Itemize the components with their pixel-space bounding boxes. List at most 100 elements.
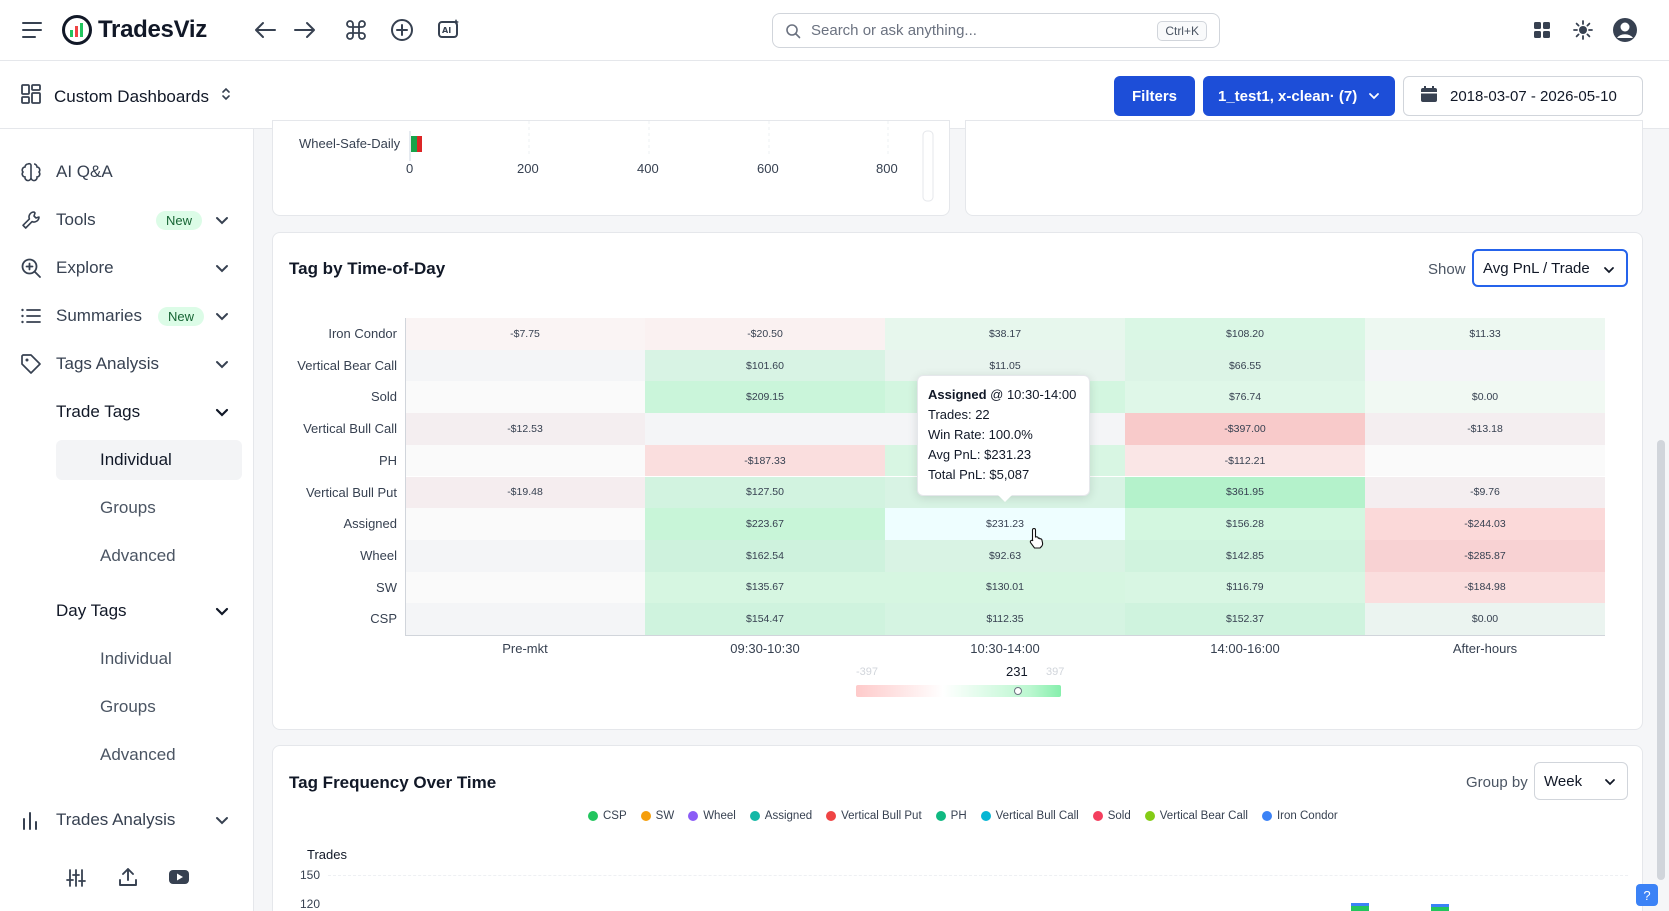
menu-icon[interactable]: [18, 16, 46, 44]
legend-item[interactable]: Iron Condor: [1261, 810, 1338, 822]
heatmap-cell[interactable]: $154.47: [645, 603, 885, 635]
bar-chart-icon: [20, 809, 42, 831]
sidebar-item-trade-tags-individual[interactable]: Individual: [0, 440, 254, 480]
user-avatar-icon[interactable]: [1611, 16, 1639, 44]
heatmap-cell[interactable]: $0.00: [1365, 381, 1605, 414]
account-selector-button[interactable]: 1_test1, x-clean· (7): [1203, 76, 1395, 116]
heatmap-cell[interactable]: $209.15: [645, 381, 885, 414]
legend-item[interactable]: CSP: [588, 810, 627, 822]
heatmap-cell[interactable]: $130.01: [885, 571, 1125, 604]
sidebar-item-tags-analysis[interactable]: Tags Analysis: [0, 344, 254, 384]
logo[interactable]: TradesViz: [62, 13, 207, 47]
ai-chat-icon[interactable]: AI: [435, 16, 463, 44]
heatmap-cell[interactable]: -$187.33: [645, 444, 885, 477]
sidebar-item-summaries[interactable]: Summaries New: [0, 296, 254, 336]
sidebar-item-trade-tags-groups[interactable]: Groups: [0, 488, 254, 528]
heatmap-cell[interactable]: $135.67: [645, 571, 885, 604]
sidebar-item-explore[interactable]: Explore: [0, 248, 254, 288]
heatmap-cell[interactable]: -$20.50: [645, 318, 885, 350]
heatmap-cell[interactable]: -$397.00: [1125, 413, 1365, 445]
heatmap-cell[interactable]: [405, 445, 645, 477]
heatmap-cell[interactable]: -$9.76: [1365, 476, 1605, 509]
heatmap-cell[interactable]: $11.33: [1365, 318, 1605, 350]
sidebar-item-trades-analysis[interactable]: Trades Analysis: [0, 800, 254, 840]
chevron-down-icon[interactable]: [214, 212, 230, 228]
heatmap-cell[interactable]: -$13.18: [1365, 413, 1605, 445]
chevron-down-icon[interactable]: [214, 260, 230, 276]
legend-item[interactable]: Vertical Bull Call: [980, 810, 1079, 822]
upload-icon[interactable]: [117, 866, 139, 893]
search-input[interactable]: Search or ask anything... Ctrl+K: [772, 13, 1220, 48]
sidebar-item-ai-qa[interactable]: AI Q&A: [0, 152, 254, 192]
sidebar-item-day-tags-advanced[interactable]: Advanced: [0, 735, 254, 775]
sidebar-item-day-tags-individual[interactable]: Individual: [0, 639, 254, 679]
heatmap-cell[interactable]: $76.74: [1125, 381, 1365, 414]
heatmap-cell[interactable]: [1365, 445, 1605, 477]
heatmap-cell[interactable]: $0.00: [1365, 603, 1605, 635]
legend-item[interactable]: PH: [935, 810, 967, 822]
heatmap-cell[interactable]: $223.67: [645, 508, 885, 540]
chevron-down-icon[interactable]: [214, 812, 230, 828]
heatmap-cell[interactable]: [405, 603, 645, 635]
heatmap-cell[interactable]: $142.85: [1125, 539, 1365, 572]
filters-button[interactable]: Filters: [1114, 76, 1195, 116]
add-circle-icon[interactable]: [388, 16, 416, 44]
date-range-picker[interactable]: 2018-03-07 - 2026-05-10: [1403, 76, 1643, 116]
heatmap-cell[interactable]: [405, 572, 645, 604]
back-arrow-icon[interactable]: [251, 16, 279, 44]
heatmap-cell[interactable]: $116.79: [1125, 571, 1365, 604]
help-button[interactable]: ?: [1636, 884, 1658, 906]
sidebar-item-trade-tags[interactable]: Trade Tags: [0, 392, 254, 432]
legend-item[interactable]: Assigned: [749, 810, 812, 822]
heatmap-cell[interactable]: $231.23: [885, 508, 1125, 540]
heatmap-cell[interactable]: $361.95: [1125, 476, 1365, 509]
heatmap-cell[interactable]: $127.50: [645, 476, 885, 509]
legend-item[interactable]: Wheel: [688, 810, 736, 822]
heatmap-cell[interactable]: [405, 350, 645, 382]
heatmap-cell[interactable]: [405, 540, 645, 572]
heatmap-cell[interactable]: -$7.75: [405, 318, 645, 350]
sidebar-item-day-tags[interactable]: Day Tags: [0, 591, 254, 631]
heatmap-cell[interactable]: $38.17: [885, 318, 1125, 350]
chart-scrollbar[interactable]: [922, 130, 934, 202]
page-scrollbar[interactable]: [1657, 440, 1665, 880]
chevron-down-icon[interactable]: [214, 356, 230, 372]
heatmap-cell[interactable]: -$244.03: [1365, 508, 1605, 540]
chevron-down-icon[interactable]: [214, 308, 230, 324]
heatmap-cell[interactable]: $152.37: [1125, 603, 1365, 635]
heatmap-cell[interactable]: -$285.87: [1365, 539, 1605, 572]
heatmap-cell[interactable]: [405, 508, 645, 540]
sidebar-item-tools[interactable]: Tools New: [0, 200, 254, 240]
apps-grid-icon[interactable]: [1528, 16, 1556, 44]
youtube-icon[interactable]: [168, 868, 190, 891]
dashboard-selector[interactable]: Custom Dashboards: [20, 83, 231, 110]
heatmap-cell[interactable]: $92.63: [885, 539, 1125, 572]
heatmap-cell[interactable]: -$12.53: [405, 413, 645, 445]
legend-item[interactable]: SW: [640, 810, 674, 822]
heatmap-cell[interactable]: $101.60: [645, 349, 885, 382]
legend-item[interactable]: Sold: [1092, 810, 1131, 822]
heatmap-cell[interactable]: [645, 413, 885, 445]
legend-item[interactable]: Vertical Bear Call: [1144, 810, 1248, 822]
sidebar-item-trade-tags-advanced[interactable]: Advanced: [0, 536, 254, 576]
legend-item[interactable]: Vertical Bull Put: [826, 810, 922, 822]
command-icon[interactable]: [342, 16, 370, 44]
metric-select[interactable]: Avg PnL / Trade: [1472, 249, 1628, 287]
heatmap-cell[interactable]: $156.28: [1125, 508, 1365, 540]
group-by-select[interactable]: Week: [1534, 762, 1628, 800]
heatmap-cell[interactable]: -$112.21: [1125, 444, 1365, 477]
heatmap-cell[interactable]: $66.55: [1125, 349, 1365, 382]
heatmap-cell[interactable]: $112.35: [885, 603, 1125, 635]
heatmap-cell[interactable]: -$184.98: [1365, 571, 1605, 604]
chevron-down-icon[interactable]: [214, 603, 230, 619]
sliders-icon[interactable]: [65, 867, 87, 894]
heatmap-cell[interactable]: $162.54: [645, 539, 885, 572]
heatmap-cell[interactable]: -$19.48: [405, 476, 645, 509]
sidebar-item-day-tags-groups[interactable]: Groups: [0, 687, 254, 727]
heatmap-cell[interactable]: $108.20: [1125, 318, 1365, 350]
theme-sun-icon[interactable]: [1569, 16, 1597, 44]
heatmap-cell[interactable]: [1365, 350, 1605, 382]
forward-arrow-icon[interactable]: [291, 16, 319, 44]
chevron-down-icon[interactable]: [214, 404, 230, 420]
heatmap-cell[interactable]: [405, 381, 645, 413]
